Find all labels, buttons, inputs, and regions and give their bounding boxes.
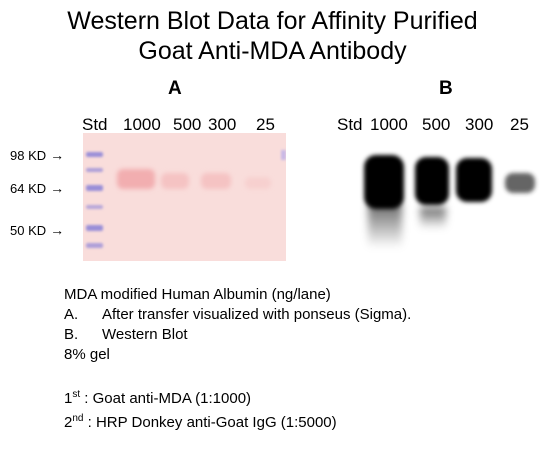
notes-item-b-text: Western Blot (102, 326, 188, 343)
sample-band-25 (245, 177, 271, 189)
smear-500 (420, 207, 446, 229)
panel-a-lane-1000: 1000 (123, 115, 161, 134)
notes-secondary-antibody: 2nd : HRP Donkey anti-Goat IgG (1:5000) (64, 409, 411, 433)
smear-1000 (368, 203, 402, 248)
notes-item-b: B. Western Blot (64, 325, 411, 345)
notes-spacer (64, 365, 411, 385)
notes-primary-antibody: 1st : Goat anti-MDA (1:1000) (64, 385, 411, 409)
marker-50kd: 50 KD → (10, 222, 64, 238)
marker-64kd: 64 KD → (10, 180, 64, 196)
notes-item-a: A. After transfer visualized with ponseus… (64, 305, 411, 325)
edge-mark (281, 150, 286, 160)
panel-b-lane-300: 300 (465, 115, 494, 134)
gel-panel-b (350, 133, 545, 261)
secondary-ordinal: nd (72, 413, 84, 424)
marker-98kd-label: 98 KD (10, 147, 47, 163)
notes-item-a-text: After transfer visualized with ponseus (… (102, 306, 412, 323)
ladder-band (86, 205, 103, 209)
marker-50kd-label: 50 KD (10, 222, 47, 238)
gel-panel-a (83, 133, 286, 261)
arrow-right-icon: → (50, 147, 65, 163)
ladder-band (86, 168, 103, 172)
western-band-300 (456, 158, 492, 202)
sample-band-500 (161, 173, 189, 189)
panel-b-lane-std: Std (337, 115, 363, 134)
ladder-band (86, 152, 103, 157)
primary-text: : Goat anti-MDA (1:1000) (80, 390, 252, 407)
figure-notes: MDA modified Human Albumin (ng/lane) A. A… (64, 285, 411, 433)
primary-number: 1 (64, 390, 73, 407)
gel-a-image (86, 150, 286, 248)
secondary-number: 2 (64, 414, 73, 431)
figure-title-line-2: Goat Anti-MDA Antibody (138, 37, 407, 65)
secondary-text: : HRP Donkey anti-Goat IgG (1:5000) (83, 414, 337, 431)
panel-b-lane-500: 500 (422, 115, 451, 134)
western-band-25 (505, 173, 535, 193)
panel-a-lane-500: 500 (173, 115, 202, 134)
sample-band-300 (201, 173, 231, 189)
panel-b-lane-1000: 1000 (370, 115, 408, 134)
ponceau-bands (117, 169, 271, 189)
ladder-band (86, 185, 103, 191)
sample-band-1000 (117, 169, 155, 189)
panel-b-lane-25: 25 (510, 115, 529, 134)
notes-item-b-letter: B. (64, 326, 79, 343)
marker-98kd: 98 KD → (10, 147, 64, 163)
panel-b-label: B (439, 78, 453, 99)
notes-sample: MDA modified Human Albumin (ng/lane) (64, 286, 331, 303)
ladder-band (86, 225, 103, 231)
panel-a-lane-300: 300 (208, 115, 237, 134)
figure-title-line-1: Western Blot Data for Affinity Purified (67, 7, 478, 35)
primary-ordinal: st (72, 389, 81, 400)
ladder-band (86, 243, 103, 248)
arrow-right-icon: → (50, 180, 65, 196)
panel-a-lane-25: 25 (256, 115, 275, 134)
western-bands (364, 155, 535, 248)
arrow-right-icon: → (50, 222, 65, 238)
notes-item-a-letter: A. (64, 306, 79, 323)
gel-b-image (364, 155, 535, 248)
notes-gel: 8% gel (64, 346, 110, 363)
western-band-500 (415, 157, 449, 205)
western-band-1000 (364, 155, 404, 209)
panel-a-lane-std: Std (82, 115, 108, 134)
marker-64kd-label: 64 KD (10, 180, 47, 196)
ladder-bands (86, 152, 103, 248)
panel-a-label: A (168, 78, 182, 99)
